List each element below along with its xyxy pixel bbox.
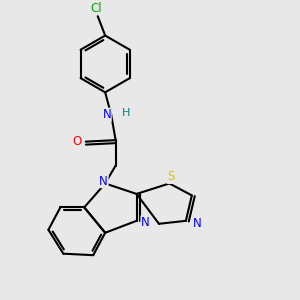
Text: H: H <box>122 108 130 118</box>
Text: Cl: Cl <box>90 2 102 15</box>
Text: N: N <box>102 108 111 121</box>
Text: O: O <box>73 135 82 148</box>
Text: N: N <box>192 217 201 230</box>
Text: N: N <box>141 216 150 229</box>
Text: N: N <box>99 175 108 188</box>
Text: S: S <box>167 170 175 183</box>
